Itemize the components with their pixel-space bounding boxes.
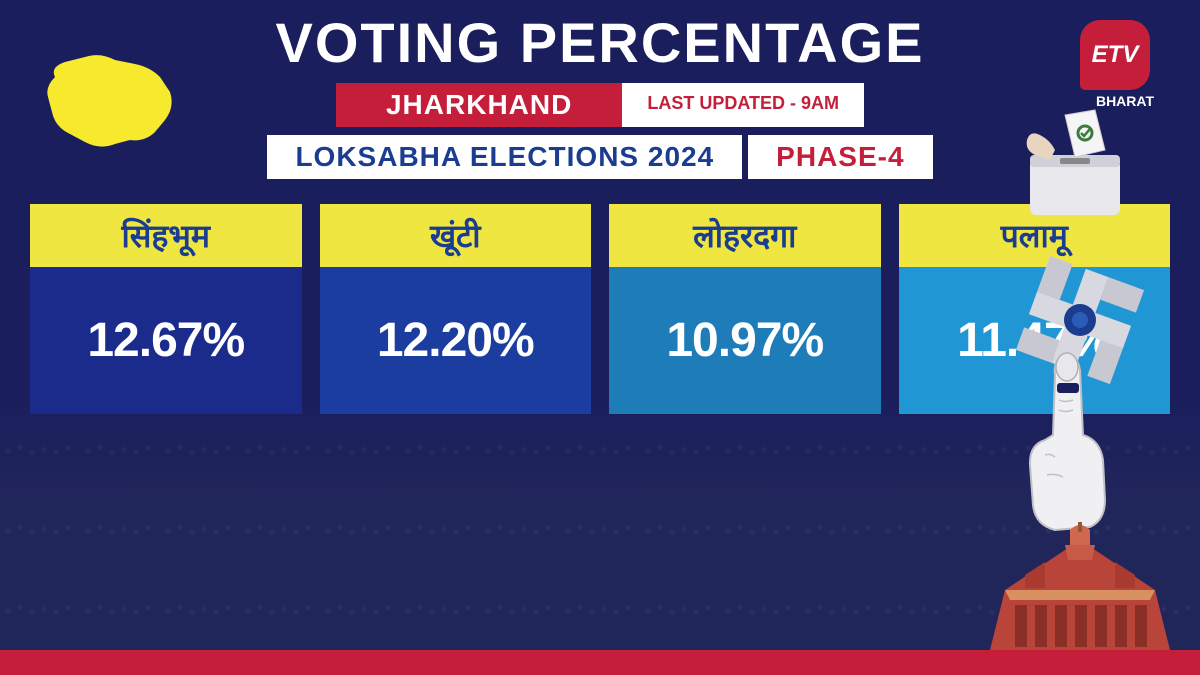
parliament-building-icon [975, 520, 1185, 660]
constituency-card: सिंहभूम 12.67% [30, 204, 302, 414]
constituency-name: सिंहभूम [30, 204, 302, 267]
ballot-box-icon [1015, 105, 1135, 220]
constituency-pct: 10.97% [609, 267, 881, 414]
constituency-card: खूंटी 12.20% [320, 204, 592, 414]
state-label: JHARKHAND [336, 83, 622, 127]
constituency-pct: 12.67% [30, 267, 302, 414]
election-label: LOKSABHA ELECTIONS 2024 [267, 135, 742, 179]
update-time-label: LAST UPDATED - 9AM [622, 83, 864, 127]
phase-label: PHASE-4 [748, 135, 932, 179]
voting-finger-icon [1015, 345, 1125, 535]
main-title: VOTING PERCENTAGE [0, 0, 1200, 75]
constituency-pct: 12.20% [320, 267, 592, 414]
constituency-card: लोहरदगा 10.97% [609, 204, 881, 414]
constituency-name: खूंटी [320, 204, 592, 267]
constituency-name: लोहरदगा [609, 204, 881, 267]
